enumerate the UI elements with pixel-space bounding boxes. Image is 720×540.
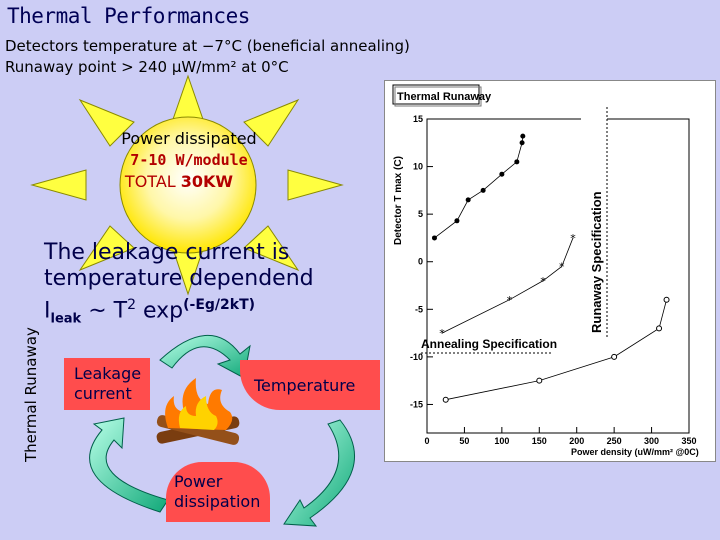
arrow-temp-to-power — [283, 419, 355, 527]
data-point — [656, 325, 663, 332]
data-point — [480, 187, 486, 193]
power-dissipation-line-2: dissipation — [174, 492, 261, 511]
subtitle-line-1: Detectors temperature at −7°C (beneficia… — [5, 37, 410, 55]
thermal-runaway-chart: Thermal Runaway 0 50 100 150 200 250 300 350151… — [392, 84, 699, 457]
x-tick-label: 250 — [607, 436, 622, 446]
formula-exp: exp — [135, 298, 184, 324]
data-point — [465, 197, 471, 203]
arrow-leak-to-temp — [159, 334, 251, 379]
leakage-formula: Ileak ~ T2 exp(-Eg/2kT) — [44, 292, 314, 333]
chart-title-shadow — [394, 86, 482, 107]
data-point — [520, 133, 526, 139]
x-tick-label: 50 — [459, 436, 469, 446]
chart-frame — [426, 118, 690, 434]
y-tick-label: -5 — [415, 304, 423, 314]
sun-ray-bottom-right — [243, 225, 300, 272]
data-point — [431, 235, 437, 241]
data-point — [499, 171, 505, 177]
data-point: * — [570, 232, 576, 245]
data-point: * — [439, 327, 445, 340]
x-tick-label: 150 — [532, 436, 547, 446]
slide-title: Thermal Performances — [7, 4, 250, 28]
formula-sup-exp: (-Eg/2kT) — [183, 297, 256, 313]
sun-ray-right — [287, 169, 344, 201]
chart-xlabel: Power density (uW/mm² @0C) — [571, 447, 699, 457]
data-point — [519, 140, 525, 146]
sun-ray-top-right — [243, 98, 300, 147]
chart-title-box — [392, 84, 480, 105]
power-per-module: 7-10 W/module — [130, 151, 248, 169]
y-tick-label: 15 — [413, 114, 423, 124]
sun-ray-bottom-left — [78, 225, 135, 272]
formula-sub: leak — [50, 311, 82, 327]
sun-graphic — [30, 74, 344, 296]
x-tick-label: 200 — [569, 436, 584, 446]
formula-i: I — [44, 298, 51, 324]
series-line-2 — [441, 237, 574, 334]
data-point — [454, 218, 460, 224]
x-tick-label: 100 — [494, 436, 509, 446]
chart-marks: * * * * * — [431, 133, 670, 403]
y-tick-label: 10 — [413, 162, 423, 172]
arrow-power-to-leak — [89, 417, 169, 513]
data-point — [663, 296, 670, 303]
leakage-current-line-1: Leakage — [74, 364, 142, 383]
chart-ylabel: Detector T max (C) — [393, 156, 404, 245]
y-tick-label: 0 — [418, 257, 423, 267]
total-power-value: 30KW — [180, 172, 234, 191]
data-point — [442, 396, 449, 403]
total-power: TOTAL 30KW — [118, 172, 240, 191]
thermal-runaway-label: Thermal Runaway — [22, 327, 40, 462]
data-point: * — [559, 260, 565, 273]
subtitle-line-2: Runaway point > 240 µW/mm² at 0°C — [5, 58, 289, 76]
sun-ray-top-left — [78, 98, 135, 147]
y-tick-label: -15 — [410, 399, 423, 409]
total-power-prefix: TOTAL — [124, 172, 181, 191]
data-point: * — [540, 275, 546, 288]
temperature-label: Temperature — [254, 376, 356, 395]
sun-disc — [119, 116, 257, 254]
leakage-current-box: Leakage current — [64, 358, 150, 410]
y-tick-label: 5 — [418, 209, 423, 219]
x-tick-label: 300 — [644, 436, 659, 446]
leakage-explanation: The leakage current is temperature depen… — [44, 240, 314, 333]
data-point: * — [507, 294, 513, 307]
fire-icon — [156, 378, 240, 445]
cycle-graphic — [89, 334, 355, 527]
series-line-1 — [434, 136, 524, 239]
y-tick-label: -10 — [410, 352, 423, 362]
data-point — [611, 353, 618, 360]
leakage-line-1: The leakage current is — [44, 240, 290, 265]
sun-ray-left — [30, 169, 87, 201]
x-tick-label: 350 — [681, 436, 696, 446]
temperature-box: Temperature — [240, 360, 380, 410]
leakage-current-line-2: current — [74, 384, 132, 403]
annealing-spec-label: Annealing Specification — [421, 337, 557, 351]
power-dissipated-label: Power dissipated — [121, 129, 257, 148]
power-dissipation-line-1: Power — [174, 472, 223, 491]
leakage-line-2: temperature dependend — [44, 266, 314, 291]
formula-mid: ~ T — [81, 298, 128, 324]
chart-panel: Thermal Runaway 0 50 100 150 200 250 300 350 15 1… — [384, 80, 716, 462]
chart-title: Thermal Runaway — [397, 91, 492, 103]
data-point — [536, 377, 543, 384]
runaway-spec-bg — [581, 107, 607, 337]
data-point — [514, 159, 520, 165]
runaway-spec-label: Runaway Specification — [589, 191, 604, 333]
formula-sup-2: 2 — [127, 297, 136, 313]
x-tick-label: 0 — [424, 436, 429, 446]
power-dissipation-box: Power dissipation — [166, 462, 270, 522]
